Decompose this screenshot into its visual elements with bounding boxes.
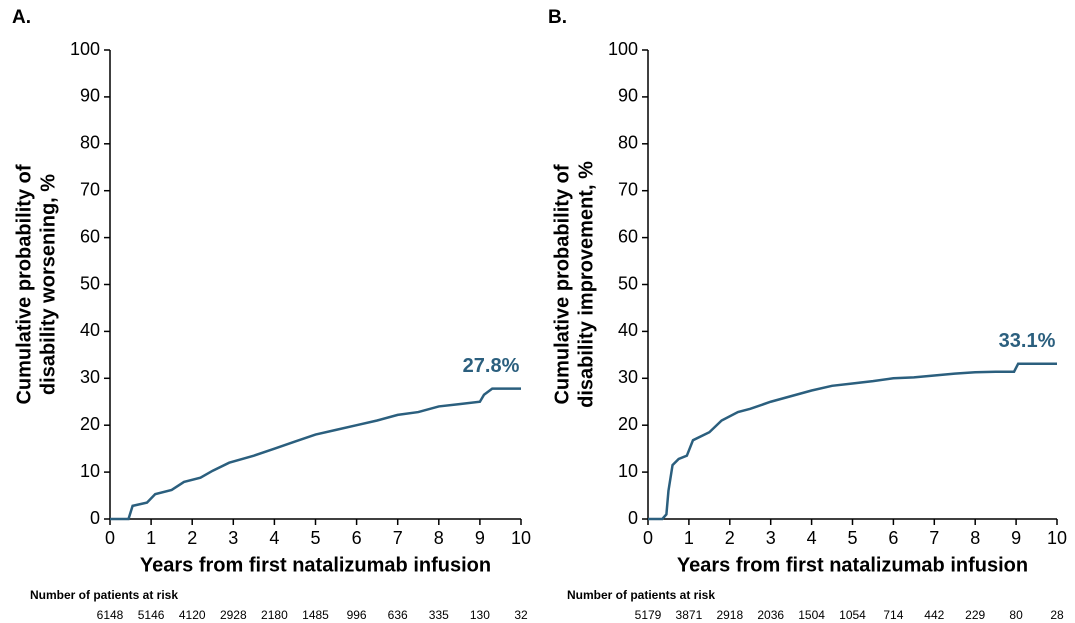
at-risk-count: 1485: [302, 608, 329, 622]
y-tick-label: 20: [80, 414, 100, 434]
y-tick-label: 50: [80, 273, 100, 293]
y-tick-label: 90: [80, 86, 100, 106]
at-risk-count: 2036: [757, 608, 784, 622]
x-tick-label: 10: [1047, 528, 1067, 548]
y-tick-label: 70: [80, 179, 100, 199]
at-risk-count: 5146: [138, 608, 165, 622]
y-tick-label: 60: [80, 226, 100, 246]
y-tick-label: 0: [90, 508, 100, 528]
y-tick-label: 0: [628, 508, 638, 528]
x-tick-label: 4: [807, 528, 817, 548]
y-tick-label: 20: [618, 414, 638, 434]
y-tick-label: 100: [608, 39, 638, 59]
at-risk-count: 2928: [220, 608, 247, 622]
x-tick-label: 1: [146, 528, 156, 548]
x-tick-label: 6: [888, 528, 898, 548]
y-tick-label: 10: [80, 461, 100, 481]
risk-title: Number of patients at risk: [567, 588, 715, 602]
at-risk-count: 32: [514, 608, 528, 622]
x-tick-label: 0: [105, 528, 115, 548]
end-annotation: 27.8%: [463, 355, 520, 377]
y-tick-label: 10: [618, 461, 638, 481]
x-tick-label: 9: [475, 528, 485, 548]
at-risk-count: 4120: [179, 608, 206, 622]
x-tick-label: 3: [228, 528, 238, 548]
at-risk-count: 1504: [798, 608, 825, 622]
at-risk-count: 335: [429, 608, 449, 622]
x-tick-label: 8: [434, 528, 444, 548]
at-risk-count: 3871: [676, 608, 703, 622]
y-tick-label: 80: [80, 133, 100, 153]
y-tick-label: 50: [618, 273, 638, 293]
y-tick-label: 30: [80, 367, 100, 387]
at-risk-count: 2918: [716, 608, 743, 622]
x-tick-label: 0: [643, 528, 653, 548]
x-tick-label: 1: [684, 528, 694, 548]
x-tick-label: 2: [187, 528, 197, 548]
y-axis-title: Cumulative probability of: [13, 164, 35, 404]
at-risk-count: 130: [470, 608, 490, 622]
at-risk-count: 442: [924, 608, 944, 622]
x-tick-label: 5: [847, 528, 857, 548]
at-risk-count: 636: [388, 608, 408, 622]
x-tick-label: 5: [310, 528, 320, 548]
x-tick-label: 8: [970, 528, 980, 548]
y-axis-title: disability improvement, %: [575, 161, 597, 408]
at-risk-count: 80: [1009, 608, 1023, 622]
at-risk-count: 714: [883, 608, 903, 622]
x-tick-label: 4: [269, 528, 279, 548]
at-risk-count: 2180: [261, 608, 288, 622]
x-axis-title: Years from first natalizumab infusion: [677, 554, 1028, 576]
y-tick-label: 80: [618, 133, 638, 153]
panel-label: B.: [548, 7, 567, 28]
y-axis-title: Cumulative probability of: [551, 164, 573, 404]
at-risk-count: 1054: [839, 608, 866, 622]
x-tick-label: 3: [766, 528, 776, 548]
y-tick-label: 30: [618, 367, 638, 387]
x-tick-label: 7: [393, 528, 403, 548]
survival-curve: [110, 387, 521, 521]
x-tick-label: 7: [929, 528, 939, 548]
x-tick-label: 2: [725, 528, 735, 548]
end-annotation: 33.1%: [999, 330, 1056, 352]
at-risk-count: 6148: [97, 608, 124, 622]
at-risk-count: 5179: [635, 608, 662, 622]
panel-label: A.: [12, 7, 31, 28]
at-risk-count: 996: [347, 608, 367, 622]
y-tick-label: 100: [70, 39, 100, 59]
survival-curve: [648, 362, 1057, 521]
y-tick-label: 40: [80, 320, 100, 340]
x-tick-label: 10: [511, 528, 531, 548]
at-risk-count: 229: [965, 608, 985, 622]
y-tick-label: 60: [618, 226, 638, 246]
x-tick-label: 9: [1011, 528, 1021, 548]
at-risk-count: 28: [1050, 608, 1064, 622]
y-tick-label: 40: [618, 320, 638, 340]
y-tick-label: 90: [618, 86, 638, 106]
y-axis-title: disability worsening, %: [37, 174, 59, 395]
risk-title: Number of patients at risk: [30, 588, 178, 602]
x-axis-title: Years from first natalizumab infusion: [140, 554, 491, 576]
y-tick-label: 70: [618, 179, 638, 199]
x-tick-label: 6: [352, 528, 362, 548]
